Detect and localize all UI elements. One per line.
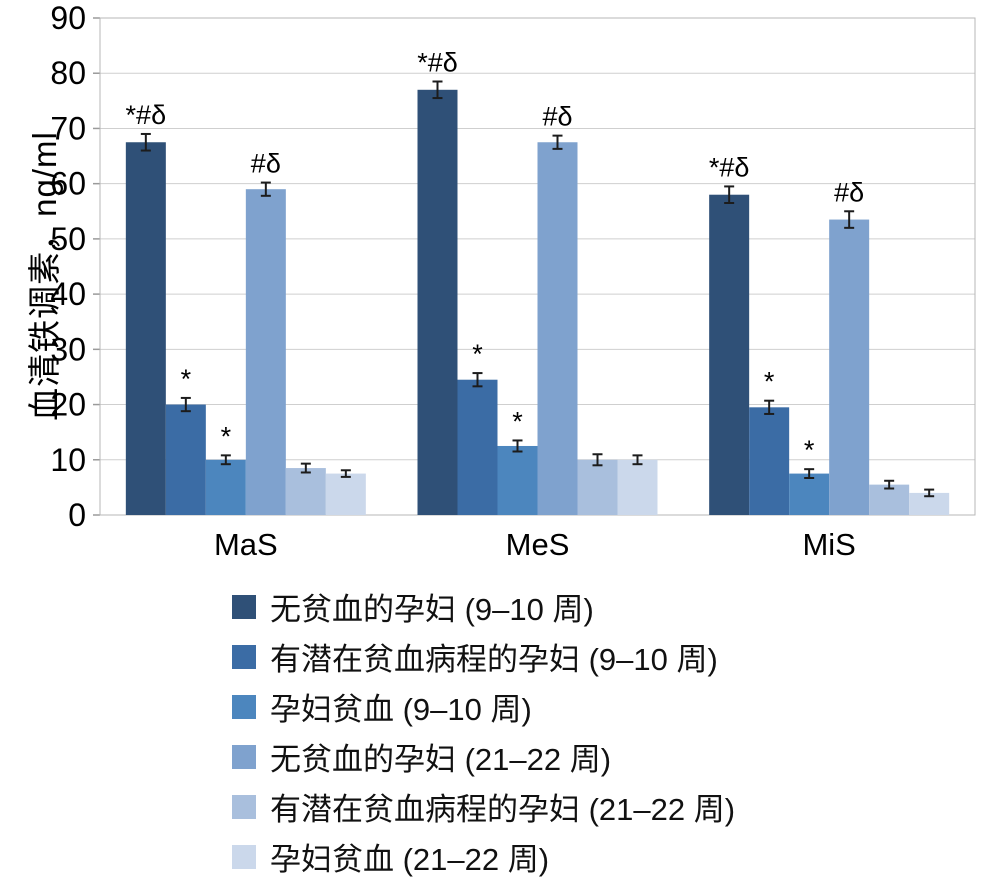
bar [125,142,166,515]
bar [869,484,910,515]
y-axis-label: 血清铁调素，ng/ml [26,131,63,421]
y-tick-label: 20 [50,387,86,423]
bar [537,142,578,515]
legend-label: 无贫血的孕妇 (9–10 周) [270,592,594,627]
bar [909,492,950,515]
y-tick-label: 60 [50,166,86,202]
bar [457,379,498,515]
bar [285,468,326,515]
legend-item: 有潜在贫血病程的孕妇 (9–10 周) [232,638,735,677]
legend-swatch [232,694,256,719]
legend-item: 有潜在贫血病程的孕妇 (21–22 周) [232,788,735,827]
bar [829,219,870,516]
y-tick-label: 30 [50,331,86,367]
legend-label: 有潜在贫血病程的孕妇 (21–22 周) [270,792,736,827]
y-tick-label: 50 [50,221,86,257]
legend-label: 孕妇贫血 (21–22 周) [270,842,550,877]
bar [749,407,790,515]
significance-annotation: * [221,421,232,451]
legend-label: 孕妇贫血 (9–10 周) [270,692,532,727]
legend-label: 无贫血的孕妇 (21–22 周) [270,742,612,777]
bar [165,404,206,515]
bar [497,445,538,515]
legend-swatch [232,744,256,769]
legend-item: 孕妇贫血 (9–10 周) [232,688,735,727]
bar [245,189,286,515]
bar [205,459,246,515]
significance-annotation: #δ [834,177,864,207]
y-tick-label: 90 [50,0,86,36]
significance-annotation: * [512,406,523,436]
chart-legend: 无贫血的孕妇 (9–10 周) 有潜在贫血病程的孕妇 (9–10 周) 孕妇贫血 (… [232,588,735,877]
bar [325,473,366,515]
legend-swatch [232,794,256,819]
y-tick-label: 80 [50,55,86,91]
significance-annotation: *#δ [126,100,167,130]
y-tick-label: 0 [68,497,86,533]
bar [577,459,618,515]
bar [709,194,750,515]
significance-annotation: #δ [542,102,572,132]
significance-annotation: *#δ [417,48,458,78]
y-tick-label: 10 [50,442,86,478]
significance-annotation: * [472,339,483,369]
legend-item: 无贫血的孕妇 (21–22 周) [232,738,735,777]
significance-annotation: * [181,364,192,394]
x-axis-label: MeS [506,527,570,562]
legend-swatch [232,844,256,869]
bar [789,473,830,515]
legend-label: 有潜在贫血病程的孕妇 (9–10 周) [270,642,718,677]
x-axis-label: MaS [214,527,278,562]
x-axis-label: MiS [802,527,855,562]
significance-annotation: * [804,435,815,465]
bar [617,459,658,515]
y-tick-label: 70 [50,110,86,146]
legend-swatch [232,594,256,619]
plot-area: 0102030405060708090*#δ**#δMaS*#δ**#δMeS*… [50,0,976,562]
legend-item: 孕妇贫血 (21–22 周) [232,838,735,877]
significance-annotation: #δ [251,149,281,179]
legend-item: 无贫血的孕妇 (9–10 周) [232,588,735,627]
y-tick-label: 40 [50,276,86,312]
legend-swatch [232,644,256,669]
significance-annotation: *#δ [709,152,750,182]
bar [417,89,458,516]
significance-annotation: * [764,367,775,397]
